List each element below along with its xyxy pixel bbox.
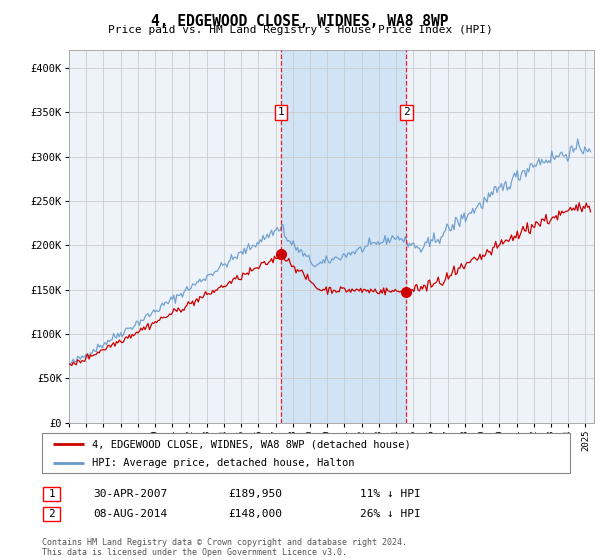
Text: 1: 1 (278, 108, 284, 118)
Text: 4, EDGEWOOD CLOSE, WIDNES, WA8 8WP (detached house): 4, EDGEWOOD CLOSE, WIDNES, WA8 8WP (deta… (92, 439, 411, 449)
Text: Contains HM Land Registry data © Crown copyright and database right 2024.
This d: Contains HM Land Registry data © Crown c… (42, 538, 407, 557)
Text: 2: 2 (48, 509, 55, 519)
Text: 4, EDGEWOOD CLOSE, WIDNES, WA8 8WP: 4, EDGEWOOD CLOSE, WIDNES, WA8 8WP (151, 14, 449, 29)
Text: £148,000: £148,000 (228, 509, 282, 519)
FancyBboxPatch shape (42, 433, 570, 473)
Text: £189,950: £189,950 (228, 489, 282, 499)
Text: 26% ↓ HPI: 26% ↓ HPI (360, 509, 421, 519)
Text: 1: 1 (48, 489, 55, 499)
Text: 08-AUG-2014: 08-AUG-2014 (93, 509, 167, 519)
Text: 2: 2 (403, 108, 410, 118)
FancyBboxPatch shape (43, 507, 60, 521)
Text: HPI: Average price, detached house, Halton: HPI: Average price, detached house, Halt… (92, 458, 355, 468)
Text: 11% ↓ HPI: 11% ↓ HPI (360, 489, 421, 499)
FancyBboxPatch shape (43, 487, 60, 501)
Text: Price paid vs. HM Land Registry's House Price Index (HPI): Price paid vs. HM Land Registry's House … (107, 25, 493, 35)
Text: 30-APR-2007: 30-APR-2007 (93, 489, 167, 499)
Bar (281, 50, 406, 423)
